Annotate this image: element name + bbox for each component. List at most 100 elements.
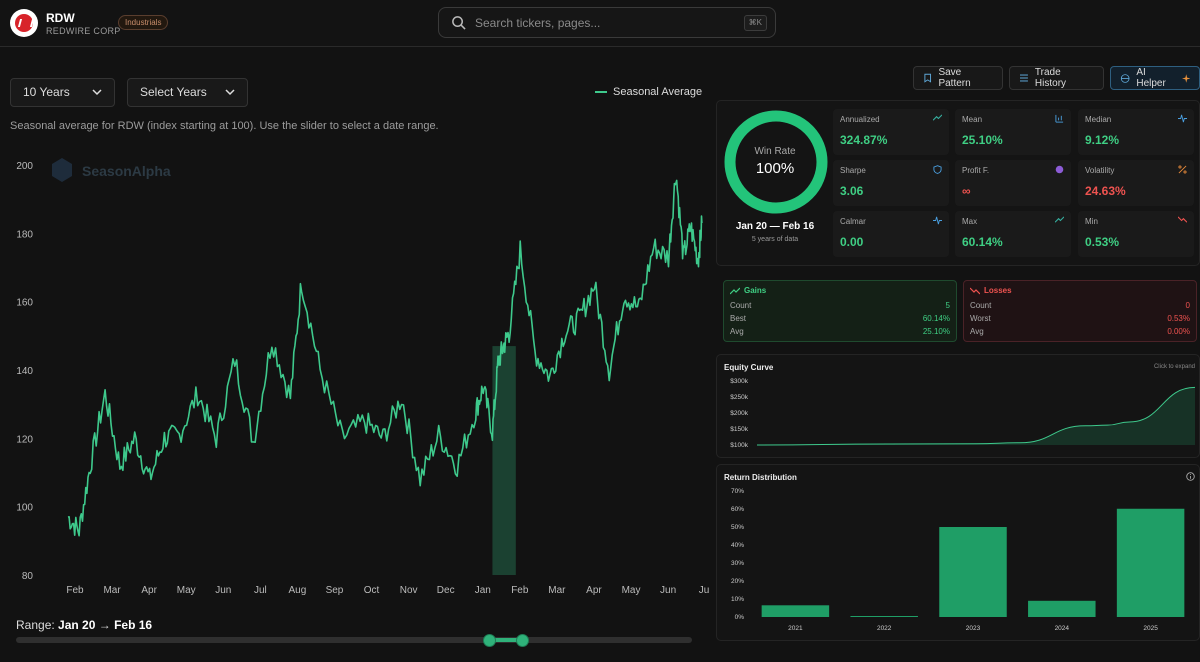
gains-card: Gains Count 5 Best 60.14% Avg 25.10% [723, 280, 957, 342]
legend-label: Seasonal Average [613, 86, 703, 98]
equity-curve-panel[interactable]: Equity Curve Click to expand $100k $150k $… [716, 354, 1200, 458]
seasonal-chart-svg: SeasonAlpha Feb Mar Apr May Jun Jul Aug Sep Oct N… [16, 158, 712, 596]
redwire-logo-icon [15, 14, 33, 32]
info-icon[interactable] [1186, 472, 1195, 481]
stat-name: Calmar [840, 217, 866, 226]
losses-title: Losses [970, 286, 1012, 295]
distribution-x-label: 2023 [966, 625, 981, 632]
distribution-bar-2023[interactable] [939, 527, 1007, 617]
x-tick-label: Jan [475, 585, 491, 596]
distribution-x-label: 2024 [1055, 625, 1070, 632]
gains-best-row: Best 60.14% [730, 314, 950, 323]
trend-up-icon [1055, 216, 1064, 223]
range-label: Range: Jan 20 → Feb 16 [16, 618, 152, 632]
stat-name: Sharpe [840, 166, 866, 175]
distribution-x-label: 2025 [1143, 625, 1158, 632]
bar-chart-icon [1055, 114, 1064, 123]
donut-progress [724, 110, 828, 214]
equity-curve-title: Equity Curve [724, 363, 774, 372]
search-box[interactable]: ⌘K [438, 7, 776, 38]
chevron-down-icon [92, 89, 102, 96]
stat-name: Profit F. [962, 166, 990, 175]
win-rate-label: Win Rate [754, 146, 796, 157]
y-tick-label: 120 [16, 434, 33, 445]
win-rate-dates: Jan 20 — Feb 16 [735, 221, 815, 232]
x-tick-label: Oct [364, 585, 380, 596]
x-tick-label: Dec [437, 585, 455, 596]
stat-card-median: Median 9.12% [1078, 109, 1194, 155]
losses-worst-value: 0.53% [1167, 314, 1190, 323]
equity-y-tick: $150k [730, 426, 748, 433]
search-icon [452, 16, 466, 30]
slider-end-handle[interactable] [516, 634, 529, 647]
globe-icon [1120, 73, 1130, 83]
ai-helper-button[interactable]: AI Helper [1110, 66, 1200, 90]
trade-history-label: Trade History [1034, 67, 1067, 89]
stat-name: Volatility [1085, 166, 1115, 175]
stat-name: Median [1085, 115, 1112, 124]
losses-card: Losses Count 0 Worst 0.53% Avg 0.00% [963, 280, 1197, 342]
seasonal-chart[interactable]: SeasonAlpha Feb Mar Apr May Jun Jul Aug Sep Oct N… [0, 150, 712, 600]
years-select[interactable]: Select Years [127, 78, 248, 107]
distribution-y-tick: 10% [731, 596, 744, 603]
x-tick-label: Feb [511, 585, 529, 596]
period-select[interactable]: 10 Years [10, 78, 115, 107]
chart-description: Seasonal average for RDW (index starting… [10, 120, 439, 132]
distribution-x-label: 2022 [877, 625, 892, 632]
x-tick-label: Feb [66, 585, 84, 596]
shield-icon [933, 165, 942, 174]
legend-swatch [595, 91, 607, 93]
seasonal-average-line[interactable] [67, 179, 703, 537]
win-rate-value: 100% [755, 160, 795, 177]
return-distribution-title: Return Distribution [724, 473, 797, 482]
losses-avg-label: Avg [970, 327, 984, 336]
x-tick-label: Apr [141, 585, 157, 596]
win-rate-years: 5 years of data [751, 236, 799, 243]
gains-count-label: Count [730, 301, 752, 310]
stat-card-volatility: Volatility 24.63% [1078, 160, 1194, 206]
x-tick-label: Jul [254, 585, 267, 596]
range-arrow: → [98, 618, 111, 632]
distribution-bar-2025[interactable] [1116, 508, 1185, 617]
distribution-y-tick: 40% [731, 542, 744, 549]
search-shortcut: ⌘K [743, 15, 767, 31]
save-pattern-label: Save Pattern [938, 67, 971, 89]
stat-card-annualized: Annualized 324.87% [833, 109, 949, 155]
equity-y-tick: $250k [730, 394, 748, 401]
gains-title-label: Gains [744, 286, 767, 295]
list-icon [1019, 74, 1028, 82]
distribution-bar-2024[interactable] [1028, 600, 1096, 617]
gains-best-value: 60.14% [922, 314, 950, 323]
date-range-slider[interactable] [16, 637, 692, 643]
company-logo[interactable] [10, 9, 38, 37]
stat-value: 0.00 [840, 235, 864, 249]
sector-badge[interactable]: Industrials [118, 15, 169, 30]
x-tick-label: May [622, 585, 641, 596]
gains-count-row: Count 5 [730, 301, 950, 310]
x-tick-label: Apr [586, 585, 602, 596]
x-tick-label: May [177, 585, 196, 596]
stat-card-profit-f: Profit F. ∞ [955, 160, 1071, 206]
slider-start-handle[interactable] [483, 634, 496, 647]
distribution-bar-2022[interactable] [850, 616, 918, 617]
range-end: Feb 16 [114, 618, 153, 632]
distribution-bar-2021[interactable] [761, 605, 830, 617]
selected-range-highlight[interactable] [492, 346, 516, 575]
losses-worst-label: Worst [970, 314, 991, 323]
equity-line [756, 386, 1196, 446]
equity-expand-hint[interactable]: Click to expand [1153, 364, 1195, 370]
equity-y-tick: $300k [730, 378, 748, 385]
percent-icon [1178, 165, 1187, 174]
trend-down-icon [970, 287, 980, 294]
save-pattern-button[interactable]: Save Pattern [913, 66, 1003, 90]
chart-legend[interactable]: Seasonal Average [595, 86, 702, 98]
x-tick-label: Jun [660, 585, 676, 596]
stat-value: 3.06 [840, 184, 864, 198]
trade-history-button[interactable]: Trade History [1009, 66, 1104, 90]
search-input[interactable] [475, 14, 725, 32]
slider-selection[interactable] [489, 638, 522, 642]
stat-name: Max [962, 217, 978, 226]
return-distribution-svg: 0% 10% 20% 30% 40% 50% 60% 70% 2021 2022 2023 2024 2… [731, 488, 1185, 632]
stat-value: 324.87% [840, 133, 888, 147]
